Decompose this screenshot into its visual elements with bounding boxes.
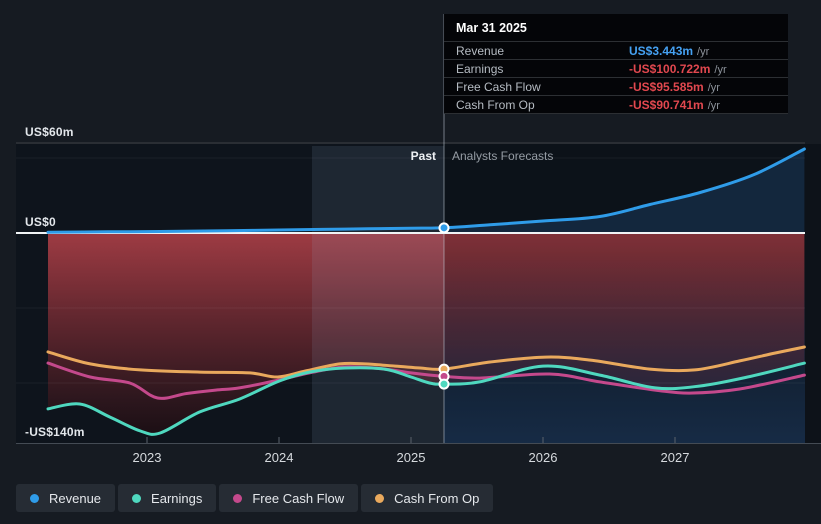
tooltip-row-revenue: Revenue US$3.443m/yr <box>444 42 788 60</box>
y-axis-label-140m: -US$140m <box>25 425 85 439</box>
tooltip-label: Free Cash Flow <box>456 79 541 94</box>
y-axis-label-0: US$0 <box>25 215 56 229</box>
x-axis-label-2023: 2023 <box>132 450 162 465</box>
legend-item-revenue[interactable]: Revenue <box>16 484 116 512</box>
earnings-dot-icon <box>132 493 142 503</box>
legend-label: Revenue <box>49 490 102 506</box>
plot-right-margin <box>805 144 821 443</box>
x-axis-label-2026: 2026 <box>528 450 558 465</box>
legend-label: Cash From Op <box>394 490 480 506</box>
tooltip-unit: /yr <box>707 81 720 94</box>
legend-item-free-cash-flow[interactable]: Free Cash Flow <box>219 484 359 512</box>
series-line-earnings <box>46 361 806 436</box>
analysts-forecasts-zone-label: Analysts Forecasts <box>452 149 554 163</box>
tooltip-value: US$3.443m <box>629 43 694 58</box>
legend-item-cash-from-op[interactable]: Cash From Op <box>361 484 494 512</box>
series-line-cash-from-op <box>46 345 806 379</box>
divider-marker-revenue <box>438 222 450 234</box>
cash-from-op-dot-icon <box>375 493 385 503</box>
legend-label: Earnings <box>151 490 203 506</box>
revenue-dot-icon <box>30 493 39 503</box>
tooltip-date: Mar 31 2025 <box>444 14 788 42</box>
free-cash-flow-dot-icon <box>233 493 243 503</box>
tooltip-unit: /yr <box>714 63 727 76</box>
legend-item-earnings[interactable]: Earnings <box>118 484 217 512</box>
x-axis-label-2027: 2027 <box>660 450 690 465</box>
tooltip-label: Revenue <box>456 43 505 58</box>
hover-tooltip: Mar 31 2025 Revenue US$3.443m/yr Earning… <box>444 14 788 114</box>
legend-label: Free Cash Flow <box>252 490 345 506</box>
tooltip-row-earnings: Earnings -US$100.722m/yr <box>444 60 788 78</box>
tooltip-label: Earnings <box>456 61 504 76</box>
forecast-glow <box>444 233 805 443</box>
tooltip-value: -US$100.722m <box>629 61 711 76</box>
tooltip-row-cash-from-op: Cash From Op -US$90.741m/yr <box>444 96 788 114</box>
tooltip-unit: /yr <box>697 45 710 58</box>
tooltip-value: -US$90.741m <box>629 97 704 112</box>
tooltip-value: -US$95.585m <box>629 79 704 94</box>
revenue-forecast-area <box>444 149 805 233</box>
y-axis-label-60m: US$60m <box>25 125 74 139</box>
x-axis-label-2025: 2025 <box>396 450 426 465</box>
tooltip-unit: /yr <box>707 99 720 112</box>
chart-legend: Revenue Earnings Free Cash Flow Cash Fro… <box>16 484 494 512</box>
tooltip-label: Cash From Op <box>456 97 535 112</box>
tooltip-row-free-cash-flow: Free Cash Flow -US$95.585m/yr <box>444 78 788 96</box>
x-axis-label-2024: 2024 <box>264 450 294 465</box>
hover-year-band <box>312 146 444 443</box>
divider-marker-earnings <box>438 378 450 390</box>
past-zone-label: Past <box>410 149 436 163</box>
